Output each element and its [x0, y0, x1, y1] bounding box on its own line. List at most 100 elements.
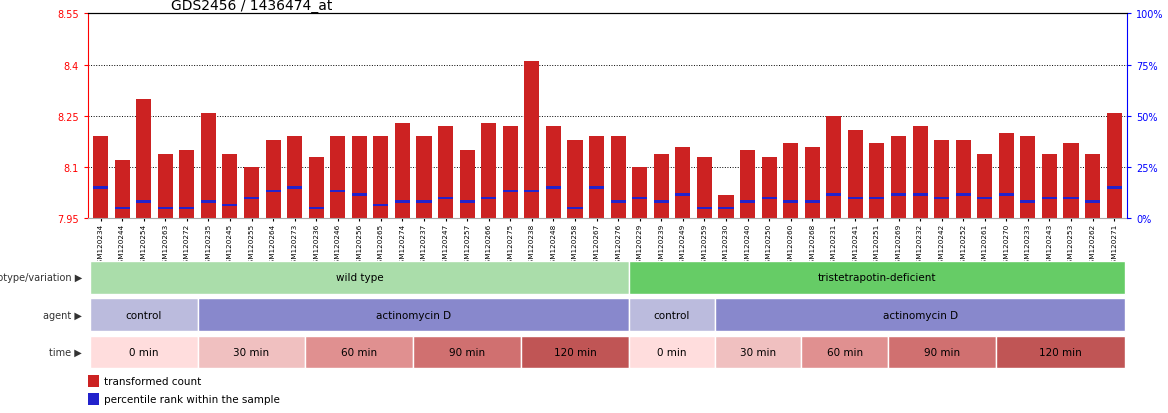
Bar [654, 201, 669, 203]
Bar [395, 123, 410, 219]
Bar [521, 336, 628, 368]
Bar [805, 201, 820, 203]
Bar [265, 140, 280, 219]
Bar [197, 299, 628, 331]
Bar [978, 154, 993, 219]
Bar [995, 336, 1125, 368]
Bar [331, 137, 346, 219]
Text: 120 min: 120 min [1038, 347, 1082, 357]
Bar [912, 194, 927, 196]
Text: transformed count: transformed count [104, 376, 201, 386]
Bar [697, 157, 712, 219]
Bar [308, 207, 324, 210]
Bar [999, 134, 1014, 219]
Bar [801, 336, 888, 368]
Bar [179, 151, 194, 219]
Bar [1042, 154, 1057, 219]
Bar [912, 127, 927, 219]
Text: genotype/variation ▶: genotype/variation ▶ [0, 273, 82, 283]
Bar [244, 168, 259, 219]
Bar [93, 187, 109, 190]
Bar [222, 204, 237, 206]
Bar [222, 154, 237, 219]
Bar [628, 336, 715, 368]
Bar [589, 187, 604, 190]
Bar [826, 117, 841, 219]
Bar [88, 393, 99, 405]
Text: 0 min: 0 min [128, 347, 159, 357]
Bar [90, 299, 197, 331]
Text: time ▶: time ▶ [49, 347, 82, 357]
Bar [1085, 201, 1100, 203]
Bar [502, 190, 517, 193]
Text: wild type: wild type [335, 273, 383, 283]
Bar [417, 201, 432, 203]
Bar [90, 261, 628, 294]
Bar [545, 127, 561, 219]
Bar [201, 201, 216, 203]
Text: 90 min: 90 min [924, 347, 960, 357]
Bar [805, 147, 820, 219]
Text: 60 min: 60 min [827, 347, 863, 357]
Bar [352, 194, 367, 196]
Bar [481, 197, 496, 199]
Text: 30 min: 30 min [234, 347, 270, 357]
Bar [438, 127, 453, 219]
Text: GDS2456 / 1436474_at: GDS2456 / 1436474_at [171, 0, 332, 14]
Bar [783, 144, 798, 219]
Bar [197, 336, 305, 368]
Bar [955, 140, 971, 219]
Text: 30 min: 30 min [741, 347, 777, 357]
Bar [654, 154, 669, 219]
Bar [848, 197, 863, 199]
Bar [715, 299, 1125, 331]
Bar [762, 197, 777, 199]
Bar [718, 195, 734, 219]
Bar [999, 194, 1014, 196]
Bar [955, 194, 971, 196]
Bar [137, 100, 151, 219]
Bar [438, 197, 453, 199]
Bar [632, 168, 647, 219]
Bar [978, 197, 993, 199]
Bar [826, 194, 841, 196]
Text: 60 min: 60 min [341, 347, 377, 357]
Bar [628, 299, 715, 331]
Bar [741, 201, 755, 203]
Bar [158, 207, 173, 210]
Bar [244, 197, 259, 199]
Bar [305, 336, 413, 368]
Text: control: control [125, 310, 162, 320]
Bar [114, 161, 130, 219]
Bar [888, 336, 995, 368]
Text: actinomycin D: actinomycin D [376, 310, 451, 320]
Bar [1106, 113, 1121, 219]
Bar [114, 207, 130, 210]
Bar [568, 140, 583, 219]
Text: agent ▶: agent ▶ [43, 310, 82, 320]
Bar [891, 194, 906, 196]
Bar [589, 137, 604, 219]
Bar [1021, 137, 1036, 219]
Bar [1064, 197, 1078, 199]
Bar [741, 151, 755, 219]
Bar [1042, 197, 1057, 199]
Bar [715, 336, 801, 368]
Bar [413, 336, 521, 368]
Bar [90, 336, 197, 368]
Bar [1021, 201, 1036, 203]
Bar [632, 197, 647, 199]
Bar [201, 113, 216, 219]
Bar [611, 137, 626, 219]
Text: 0 min: 0 min [658, 347, 687, 357]
Bar [611, 201, 626, 203]
Bar [460, 151, 474, 219]
Bar [762, 157, 777, 219]
Bar [628, 261, 1125, 294]
Bar [934, 197, 950, 199]
Bar [524, 190, 540, 193]
Bar [395, 201, 410, 203]
Text: percentile rank within the sample: percentile rank within the sample [104, 394, 279, 404]
Bar [1106, 187, 1121, 190]
Bar [417, 137, 432, 219]
